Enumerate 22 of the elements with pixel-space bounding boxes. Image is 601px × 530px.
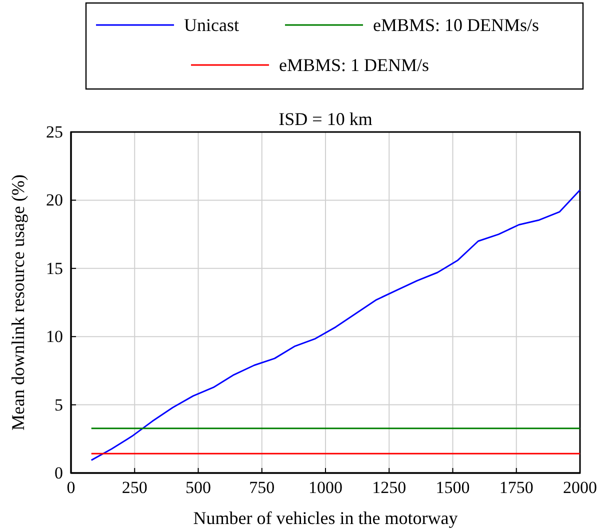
x-tick-label: 1750 [499,478,534,498]
x-tick-label: 1250 [372,478,406,498]
y-tick-label: 25 [46,122,63,142]
y-axis-title: Mean downlink resource usage (%) [8,174,28,430]
x-tick-label: 2000 [563,478,597,498]
legend-label: Unicast [184,15,239,35]
x-tick-label: 500 [186,478,211,498]
x-tick-label: 1500 [436,478,470,498]
y-tick-label: 10 [46,327,63,346]
legend-label: eMBMS: 1 DENM/s [279,55,430,75]
x-tick-label: 750 [249,478,275,498]
y-tick-label: 5 [54,395,63,414]
x-tick-label: 0 [66,478,76,498]
x-tick-label: 250 [122,478,148,498]
y-tick-label: 15 [46,258,63,278]
y-tick-label: 20 [46,190,63,210]
legend-label: eMBMS: 10 DENMs/s [373,15,540,35]
y-tick-label: 0 [54,463,63,482]
x-tick-label: 1000 [308,478,342,498]
x-axis-title: Number of vehicles in the motorway [193,508,458,528]
line-series [90,189,581,461]
chart-title: ISD = 10 km [278,109,372,129]
